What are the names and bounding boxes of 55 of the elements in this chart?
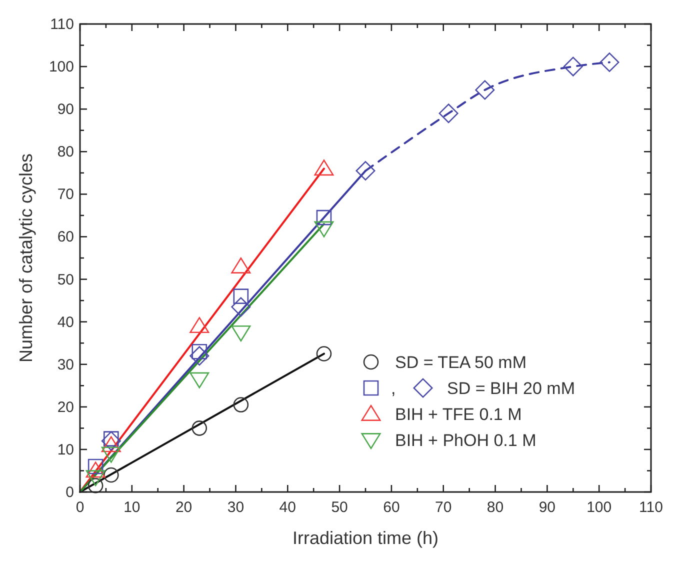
y-tick-label: 100 [48, 58, 74, 76]
point [316, 210, 332, 226]
x-tick-label: 10 [124, 499, 140, 516]
legend-label: BIH + TFE 0.1 M [395, 405, 522, 424]
x-tick-label: 0 [76, 499, 84, 516]
point [475, 80, 495, 100]
y-tick-label: 40 [57, 314, 74, 331]
point [563, 56, 583, 76]
point [316, 346, 332, 362]
y-tick-label: 50 [57, 271, 74, 288]
y-tick-label: 90 [57, 101, 74, 118]
y-axis-title: Number of catalytic cycles [16, 153, 36, 363]
point [600, 52, 620, 72]
y-tick-label: 110 [50, 16, 74, 33]
x-tick-label: 80 [486, 499, 504, 516]
x-tick-label: 40 [279, 499, 296, 516]
point [356, 161, 376, 181]
point [314, 221, 334, 238]
point [438, 104, 458, 124]
x-tick-label: 30 [227, 499, 244, 516]
y-tick-label: 70 [57, 186, 74, 204]
x-tick-label: 90 [538, 499, 556, 516]
legend-label: BIH + PhOH 0.1 M [395, 431, 536, 450]
x-tick-label: 60 [383, 499, 400, 516]
point [86, 470, 106, 486]
x-tick-label: 70 [435, 499, 452, 516]
y-tick-label: 0 [66, 484, 74, 501]
point [101, 431, 121, 451]
x-tick-label: 20 [175, 499, 192, 516]
point [101, 436, 121, 452]
x-tick-label: 100 [586, 499, 612, 516]
y-tick-label: 60 [57, 228, 74, 246]
point [190, 346, 210, 366]
annotation: , [391, 379, 396, 398]
point [103, 467, 119, 483]
point [231, 326, 251, 342]
point [190, 317, 210, 334]
legend-label: SD = TEA 50 mM [395, 353, 526, 372]
legend-label: SD = BIH 20 mM [447, 379, 576, 398]
point [192, 420, 208, 436]
y-tick-label: 10 [57, 441, 74, 458]
y-tick-label: 30 [57, 356, 74, 374]
y-tick-label: 80 [57, 144, 74, 161]
point [101, 446, 121, 463]
point [233, 288, 249, 304]
point [314, 160, 334, 176]
point [190, 372, 210, 388]
x-tick-label: 110 [639, 499, 663, 516]
point [86, 462, 106, 478]
y-tick-label: 20 [57, 398, 74, 416]
point [231, 257, 251, 274]
x-axis-title: Irradiation time (h) [292, 528, 439, 548]
x-tick-label: 50 [331, 499, 348, 516]
point [231, 297, 251, 317]
point [233, 397, 249, 412]
